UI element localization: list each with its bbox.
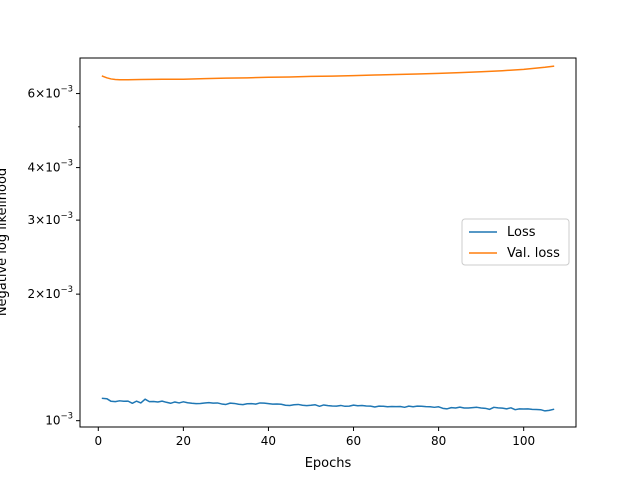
legend-val-loss-label: Val. loss bbox=[507, 246, 560, 261]
x-tick-label: 80 bbox=[431, 434, 446, 448]
y-tick-label: 4×10−3 bbox=[28, 159, 74, 175]
series-line-val-loss bbox=[101, 65, 555, 81]
y-tick-label: 2×10−3 bbox=[28, 285, 74, 301]
x-tick-label: 40 bbox=[261, 434, 276, 448]
legend-loss-label: Loss bbox=[507, 225, 536, 240]
plot-lines bbox=[101, 65, 555, 412]
axes-frame bbox=[79, 57, 577, 428]
y-tick-label: 6×10−3 bbox=[28, 85, 74, 101]
y-tick-label: 10−3 bbox=[45, 412, 73, 428]
y-axis-ticks: 10−3 2×10−3 3×10−3 4×10−3 6×10−3 bbox=[28, 85, 80, 428]
series-line-loss bbox=[101, 397, 555, 412]
legend: Loss Val. loss bbox=[461, 218, 570, 266]
y-tick-label: 3×10−3 bbox=[28, 211, 74, 227]
x-axis-ticks: 0 20 40 60 80 100 bbox=[94, 427, 535, 448]
x-axis-label: Epochs bbox=[305, 456, 352, 471]
y-axis-label: Negative log likelihood bbox=[0, 168, 10, 316]
x-tick-label: 100 bbox=[512, 434, 535, 448]
x-tick-label: 20 bbox=[176, 434, 191, 448]
x-tick-label: 60 bbox=[346, 434, 361, 448]
x-tick-label: 0 bbox=[94, 434, 102, 448]
